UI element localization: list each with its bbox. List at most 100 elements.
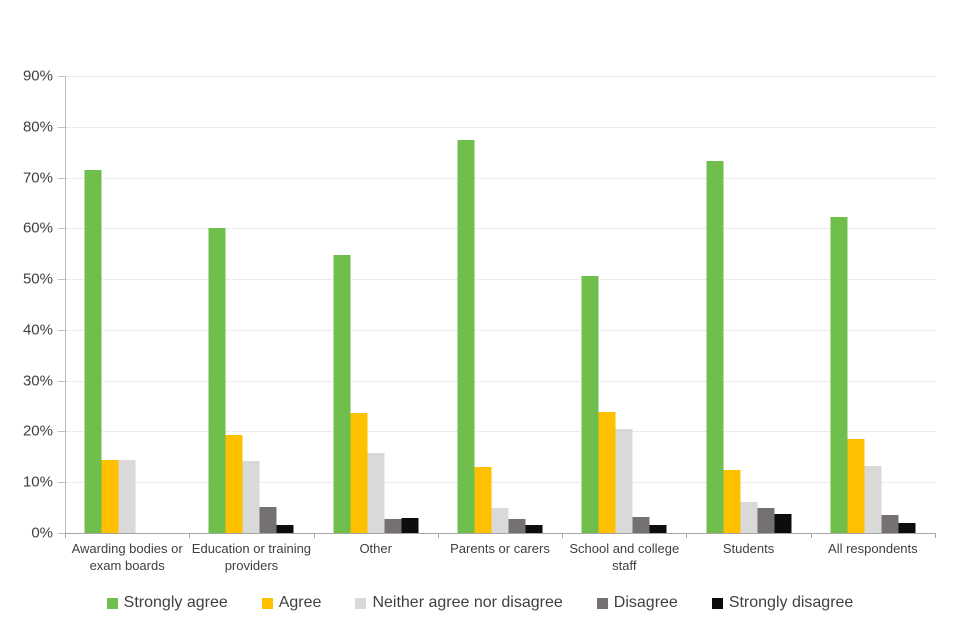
bar-strongly-disagree xyxy=(525,525,543,533)
legend-swatch-icon xyxy=(355,597,367,609)
gridline-20 xyxy=(65,431,935,433)
y-axis-label: 20% xyxy=(22,422,53,440)
gridline-50 xyxy=(65,279,935,281)
bar-agree xyxy=(474,467,492,533)
legend-swatch-icon xyxy=(106,597,118,609)
bar-disagree xyxy=(757,508,775,533)
x-axis-tick xyxy=(65,533,66,538)
bar-cluster xyxy=(581,275,667,533)
legend-label: Strongly agree xyxy=(123,594,228,611)
y-axis-tick xyxy=(58,482,65,484)
legend-swatch-icon xyxy=(711,597,723,609)
bar-group-education-or-training-providers xyxy=(189,76,313,533)
y-axis-label: 0% xyxy=(31,524,53,542)
x-axis-category-label: Education or training providers xyxy=(191,541,312,573)
bar-neither-agree-nor-disagree xyxy=(864,465,882,533)
bar-strongly-disagree xyxy=(774,514,792,533)
bar-strongly-disagree xyxy=(276,525,294,533)
x-axis-category-label: Awarding bodies or exam boards xyxy=(71,541,183,573)
bar-agree xyxy=(350,412,368,533)
gridline-40 xyxy=(65,329,935,331)
legend-swatch-icon xyxy=(261,597,273,609)
y-axis-tick xyxy=(58,76,65,77)
bar-neither-agree-nor-disagree xyxy=(491,507,509,533)
y-axis-tick xyxy=(58,380,65,382)
x-axis-tick xyxy=(686,533,688,538)
gridline-80 xyxy=(65,126,935,128)
bar-neither-agree-nor-disagree xyxy=(615,429,633,533)
plot-area: 0% 10% 20% 30% 40% 50% 60% 70% 80% 90% Awarding bo… xyxy=(23,68,936,573)
bar-cluster xyxy=(208,228,294,533)
y-axis-label: 90% xyxy=(22,67,53,85)
y-axis-tick xyxy=(58,126,65,128)
x-axis-category-label: All respondents xyxy=(828,541,918,556)
y-axis-label: 50% xyxy=(22,270,53,288)
y-axis-label: 80% xyxy=(22,118,53,136)
gridline-90 xyxy=(65,76,935,77)
y-axis-line xyxy=(65,76,66,533)
x-axis-tick xyxy=(313,533,315,538)
legend-item-agree: Agree xyxy=(261,594,322,612)
legend-label: Strongly disagree xyxy=(728,594,854,611)
bar-group-parents-or-carers xyxy=(438,76,562,533)
legend-label: Disagree xyxy=(613,594,678,611)
y-axis-label: 30% xyxy=(22,372,53,390)
y-axis-label: 60% xyxy=(22,219,53,237)
y-axis-tick xyxy=(58,279,65,281)
bar-strongly-disagree xyxy=(898,523,916,533)
bar-strongly-agree xyxy=(84,170,102,533)
y-axis-tick xyxy=(58,329,65,331)
gridline-30 xyxy=(65,380,935,382)
legend-swatch-icon xyxy=(596,597,608,609)
legend-label: Neither agree nor disagree xyxy=(372,594,563,611)
legend-item-strongly-agree: Strongly agree xyxy=(106,594,228,612)
bar-strongly-agree xyxy=(830,216,848,533)
x-axis-category-label: Other xyxy=(359,541,392,556)
bar-disagree xyxy=(259,507,277,533)
x-axis-category-label: Parents or carers xyxy=(450,541,550,556)
bar-strongly-disagree xyxy=(649,524,667,533)
chart-legend: Strongly agree Agree Neither agree nor dis… xyxy=(0,594,960,612)
bar-disagree xyxy=(881,514,899,533)
y-axis-tick xyxy=(58,431,65,433)
bar-group-school-and-college-staff xyxy=(562,76,686,533)
bar-strongly-disagree xyxy=(401,518,419,533)
legend-item-neither-agree-nor-disagree: Neither agree nor disagree xyxy=(355,594,563,612)
gridline-60 xyxy=(65,228,935,230)
y-axis-label: 70% xyxy=(22,169,53,187)
y-axis-tick xyxy=(58,177,65,179)
bar-disagree xyxy=(632,516,650,533)
bar-neither-agree-nor-disagree xyxy=(740,502,758,533)
y-axis-tick xyxy=(58,228,65,230)
bar-agree xyxy=(847,439,865,533)
bar-disagree xyxy=(384,518,402,533)
x-axis-category-label: Students xyxy=(722,541,775,556)
legend-label: Agree xyxy=(278,594,322,611)
gridline-10 xyxy=(65,482,935,484)
y-axis-label: 10% xyxy=(22,473,53,491)
x-axis-tick xyxy=(810,533,812,538)
bar-group-students xyxy=(686,76,810,533)
x-axis-tick xyxy=(437,533,439,538)
bar-neither-agree-nor-disagree xyxy=(242,460,260,533)
legend-item-disagree: Disagree xyxy=(596,594,678,612)
bar-neither-agree-nor-disagree xyxy=(367,452,385,533)
bar-agree xyxy=(101,460,119,533)
x-axis-tick xyxy=(935,533,936,538)
x-axis-tick xyxy=(562,533,564,538)
bar-disagree xyxy=(508,519,526,533)
bar-cluster xyxy=(84,170,170,533)
bar-strongly-agree xyxy=(208,228,226,533)
y-axis-tick xyxy=(58,533,65,534)
bar-strongly-agree xyxy=(457,140,475,533)
gridline-70 xyxy=(65,177,935,179)
x-axis-tick xyxy=(189,533,191,538)
y-axis-label: 40% xyxy=(22,321,53,339)
bar-agree xyxy=(723,469,741,533)
bar-group-all-respondents xyxy=(811,76,935,533)
bar-strongly-agree xyxy=(581,275,599,533)
bar-neither-agree-nor-disagree xyxy=(118,460,136,533)
bar-cluster xyxy=(333,254,419,533)
x-axis-category-label: School and college staff xyxy=(569,541,680,573)
